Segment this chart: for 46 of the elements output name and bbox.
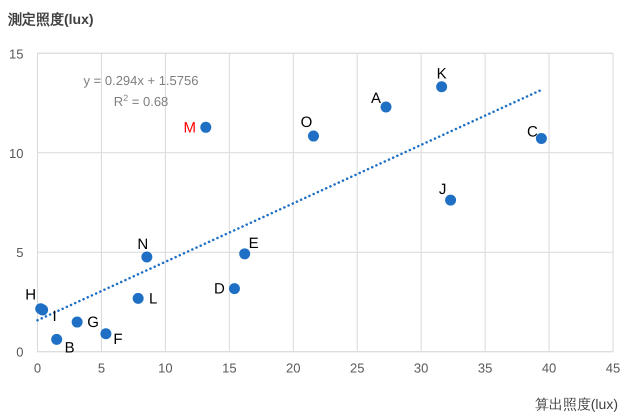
x-tick-label: 45 <box>606 360 620 376</box>
x-tick-label: 0 <box>34 360 42 376</box>
point <box>72 316 83 328</box>
point <box>239 248 250 260</box>
annotation: I <box>52 308 57 325</box>
y-tick-label: 5 <box>16 245 24 260</box>
x-tick-label: 15 <box>222 360 237 376</box>
x-tick-label: 40 <box>542 360 556 376</box>
annotation: M <box>184 119 196 136</box>
x-axis-title: 算出照度(lux) <box>534 396 618 412</box>
x-tick-label: 20 <box>286 360 301 376</box>
annotation: H <box>25 286 36 304</box>
point <box>132 292 144 304</box>
y-axis-title: 測定照度(lux) <box>7 11 94 27</box>
x-tick-label: 35 <box>478 360 492 376</box>
x-tick-label: 5 <box>98 360 106 376</box>
point <box>141 252 152 263</box>
point <box>200 122 212 133</box>
annotation: A <box>370 90 382 108</box>
point <box>51 334 62 345</box>
x-tick-label: 30 <box>414 360 428 376</box>
annotation: E <box>248 234 259 252</box>
annotation: R$^{2}$ = 0.68 <box>114 93 168 109</box>
annotation: O <box>300 114 312 132</box>
annotation: L <box>148 290 158 308</box>
x-tick-label: 25 <box>350 360 364 376</box>
annotation: J <box>438 181 446 198</box>
annotation: F <box>113 330 123 348</box>
point <box>380 102 392 113</box>
point <box>536 132 547 144</box>
point <box>445 194 456 206</box>
y-tick-label: 0 <box>16 344 24 360</box>
point <box>100 328 112 340</box>
y-tick-label: 10 <box>9 146 24 161</box>
annotation: N <box>137 236 148 254</box>
annotation: y = 0.294x + 1.5756 <box>84 73 198 88</box>
x-tick-label: 10 <box>158 360 173 376</box>
annotation: K <box>436 66 447 83</box>
annotation: C <box>526 123 538 140</box>
point <box>436 81 448 92</box>
annotation: D <box>214 280 226 298</box>
y-tick-label: 15 <box>9 46 24 62</box>
point <box>228 283 240 294</box>
annotation: G <box>87 314 99 332</box>
point <box>308 130 319 142</box>
annotation: B <box>64 339 75 356</box>
